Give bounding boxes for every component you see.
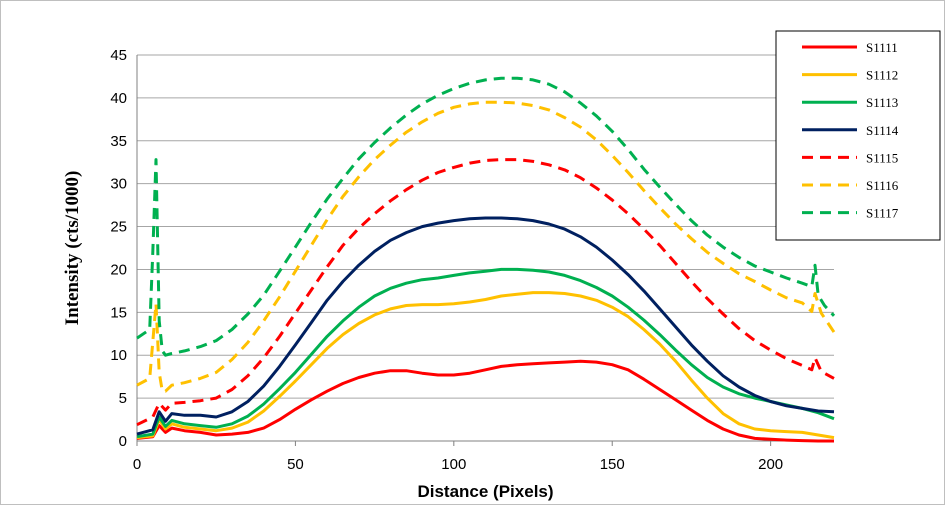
legend-box [775,30,941,241]
y-tick-label: 5 [119,390,127,407]
legend-label: S1116 [866,178,899,193]
x-tick-label: 0 [133,456,141,473]
legend-label: S1115 [866,150,898,165]
series-line-s1113 [136,267,835,439]
y-tick-label: 15 [110,304,127,321]
legend-label: S1113 [866,95,898,110]
x-tick-label: 100 [441,456,466,473]
y-tick-label: 40 [110,90,127,107]
legend-label: S1112 [866,68,898,83]
x-tick-label: 200 [758,456,783,473]
x-tick-labels: 0 50 100 150 200 [133,441,783,473]
legend-label: S1117 [866,206,899,221]
legend: S1111 S1112 S1113 S1114 S1115 S1116 S1117 [775,30,941,241]
x-axis-label: Distance (Pixels) [417,482,553,501]
y-tick-label: 25 [110,219,127,236]
legend-label: S1114 [866,123,899,138]
x-tick-label: 150 [600,456,625,473]
series-lines [136,76,836,443]
series-line-s1114 [136,216,835,436]
y-axis-label: Intensity (cts/1000) [62,171,83,326]
legend-label: S1111 [866,40,898,55]
y-tick-labels: 0 5 10 15 20 25 30 35 40 45 [110,47,127,450]
series-line-s1112 [136,291,835,440]
y-tick-label: 45 [110,47,127,64]
axes [136,55,834,442]
series-line-s1116 [136,100,836,393]
y-tick-label: 30 [110,176,127,193]
y-tick-label: 35 [110,133,127,150]
y-tick-label: 0 [119,433,127,450]
series-line-s1115 [136,158,835,427]
x-tick-label: 50 [287,456,304,473]
y-tick-label: 10 [110,347,127,364]
y-tick-label: 20 [110,261,127,278]
series-line-s1111 [136,359,834,443]
